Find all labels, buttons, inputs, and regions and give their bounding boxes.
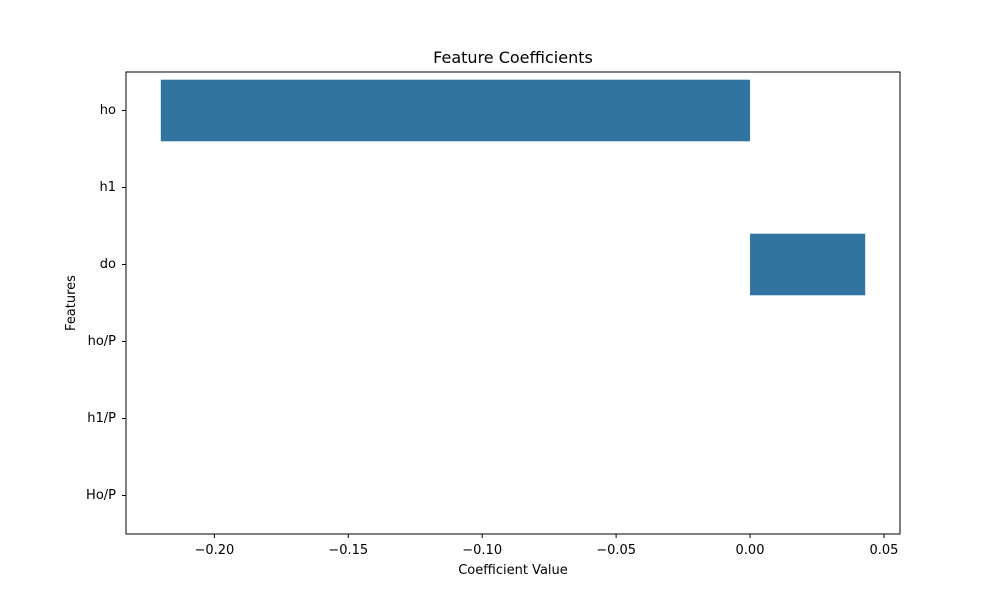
- y-tick-label: do: [100, 257, 116, 272]
- chart-title: Feature Coefficients: [433, 48, 593, 67]
- y-tick-label: h1: [99, 180, 116, 195]
- y-tick-label: ho: [100, 103, 116, 118]
- plot-area: [126, 72, 900, 534]
- x-tick-label: −0.10: [462, 543, 502, 558]
- bar-ho: [160, 79, 751, 142]
- y-tick-label: ho/P: [88, 334, 117, 349]
- y-tick-label: h1/P: [87, 411, 116, 426]
- bar-do: [750, 233, 866, 296]
- plot-frame: [125, 71, 901, 535]
- x-tick-label: −0.20: [194, 543, 234, 558]
- x-axis-label: Coefficient Value: [458, 563, 568, 578]
- y-axis-ticks: ho h1 do ho/P h1/P Ho/P: [86, 103, 126, 503]
- y-tick-label: Ho/P: [86, 488, 116, 503]
- bars: [160, 79, 866, 296]
- x-tick-label: 0.05: [869, 543, 898, 558]
- x-axis-ticks: −0.20 −0.15 −0.10 −0.05 0.00 0.05: [194, 534, 898, 558]
- y-axis-label: Features: [64, 275, 79, 331]
- x-tick-label: 0.00: [736, 543, 765, 558]
- x-tick-label: −0.15: [328, 543, 368, 558]
- x-tick-label: −0.05: [596, 543, 636, 558]
